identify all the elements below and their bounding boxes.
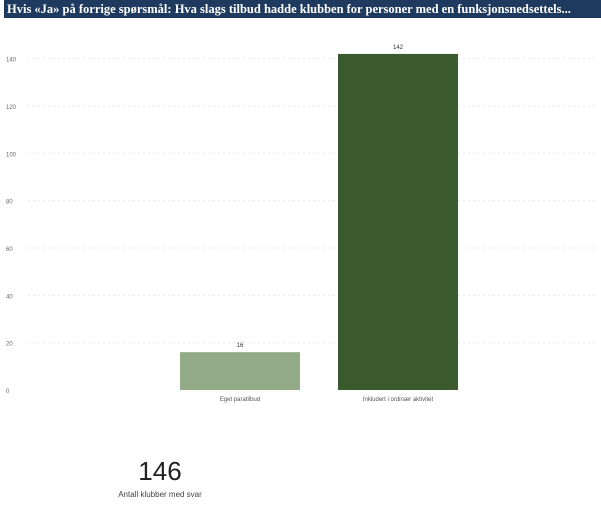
x-tick-label: Eget paratilbud — [220, 397, 260, 403]
y-tick-label: 120 — [6, 105, 17, 111]
y-tick-label: 20 — [6, 342, 13, 348]
x-tick-label: Inkludert i ordinær aktivitet — [363, 397, 434, 403]
bar-data-label: 16 — [237, 343, 244, 349]
kpi-label: Antall klubber med svar — [118, 490, 202, 499]
kpi-card: 146 Antall klubber med svar — [60, 456, 260, 499]
chart-title: Hvis «Ja» på forrige spørsmål: Hva slags… — [4, 0, 601, 18]
bar-data-label: 142 — [393, 45, 404, 51]
bar — [338, 53, 458, 390]
y-tick-label: 140 — [6, 58, 17, 64]
y-tick-label: 60 — [6, 247, 13, 253]
bar — [180, 352, 300, 390]
bar-chart-svg: 0 20 40 60 80 100 120 140 16 Eget paratilbud 142 In… — [6, 45, 598, 403]
y-tick-label: 40 — [6, 294, 13, 300]
bar-chart: 0 20 40 60 80 100 120 140 16 Eget paratilbud 142 In… — [0, 20, 601, 440]
y-tick-label: 100 — [6, 152, 17, 158]
y-tick-label: 0 — [6, 389, 10, 395]
y-tick-label: 80 — [6, 200, 13, 206]
kpi-value: 146 — [138, 456, 182, 486]
